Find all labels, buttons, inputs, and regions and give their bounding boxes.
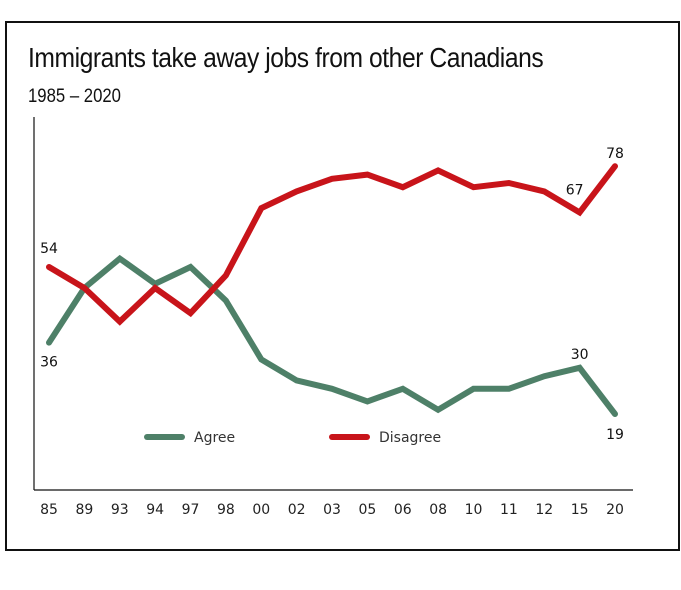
x-tick-label: 10 (465, 502, 483, 518)
data-label-agree: 30 (571, 347, 589, 363)
data-label-agree: 19 (606, 427, 624, 443)
data-label-disagree: 67 (566, 182, 584, 198)
data-label-agree: 36 (40, 355, 58, 371)
x-tick-label: 03 (323, 502, 341, 518)
chart-frame (5, 21, 680, 551)
chart-subtitle: 1985 – 2020 (28, 86, 121, 107)
x-tick-label: 12 (535, 502, 553, 518)
series-line-disagree (46, 163, 618, 326)
x-tick-label: 94 (146, 502, 164, 518)
x-tick-label: 05 (358, 502, 376, 518)
x-tick-label: 15 (571, 502, 589, 518)
x-tick-label: 02 (288, 502, 306, 518)
x-tick-label: 20 (606, 502, 624, 518)
x-tick-label: 11 (500, 502, 518, 518)
chart-title: Immigrants take away jobs from other Can… (28, 42, 544, 73)
x-tick-label: 00 (252, 502, 270, 518)
x-tick-label: 85 (40, 502, 58, 518)
x-tick-label: 08 (429, 502, 447, 518)
legend-label-disagree: Disagree (379, 430, 441, 446)
legend-label-agree: Agree (194, 430, 235, 446)
x-tick-label: 98 (217, 502, 235, 518)
data-label-disagree: 78 (606, 146, 624, 162)
x-tick-label: 06 (394, 502, 412, 518)
x-tick-label: 93 (111, 502, 129, 518)
x-tick-label: 97 (182, 502, 200, 518)
x-tick-label: 89 (75, 502, 93, 518)
series-line-agree (46, 254, 618, 417)
data-label-disagree: 54 (40, 241, 58, 257)
